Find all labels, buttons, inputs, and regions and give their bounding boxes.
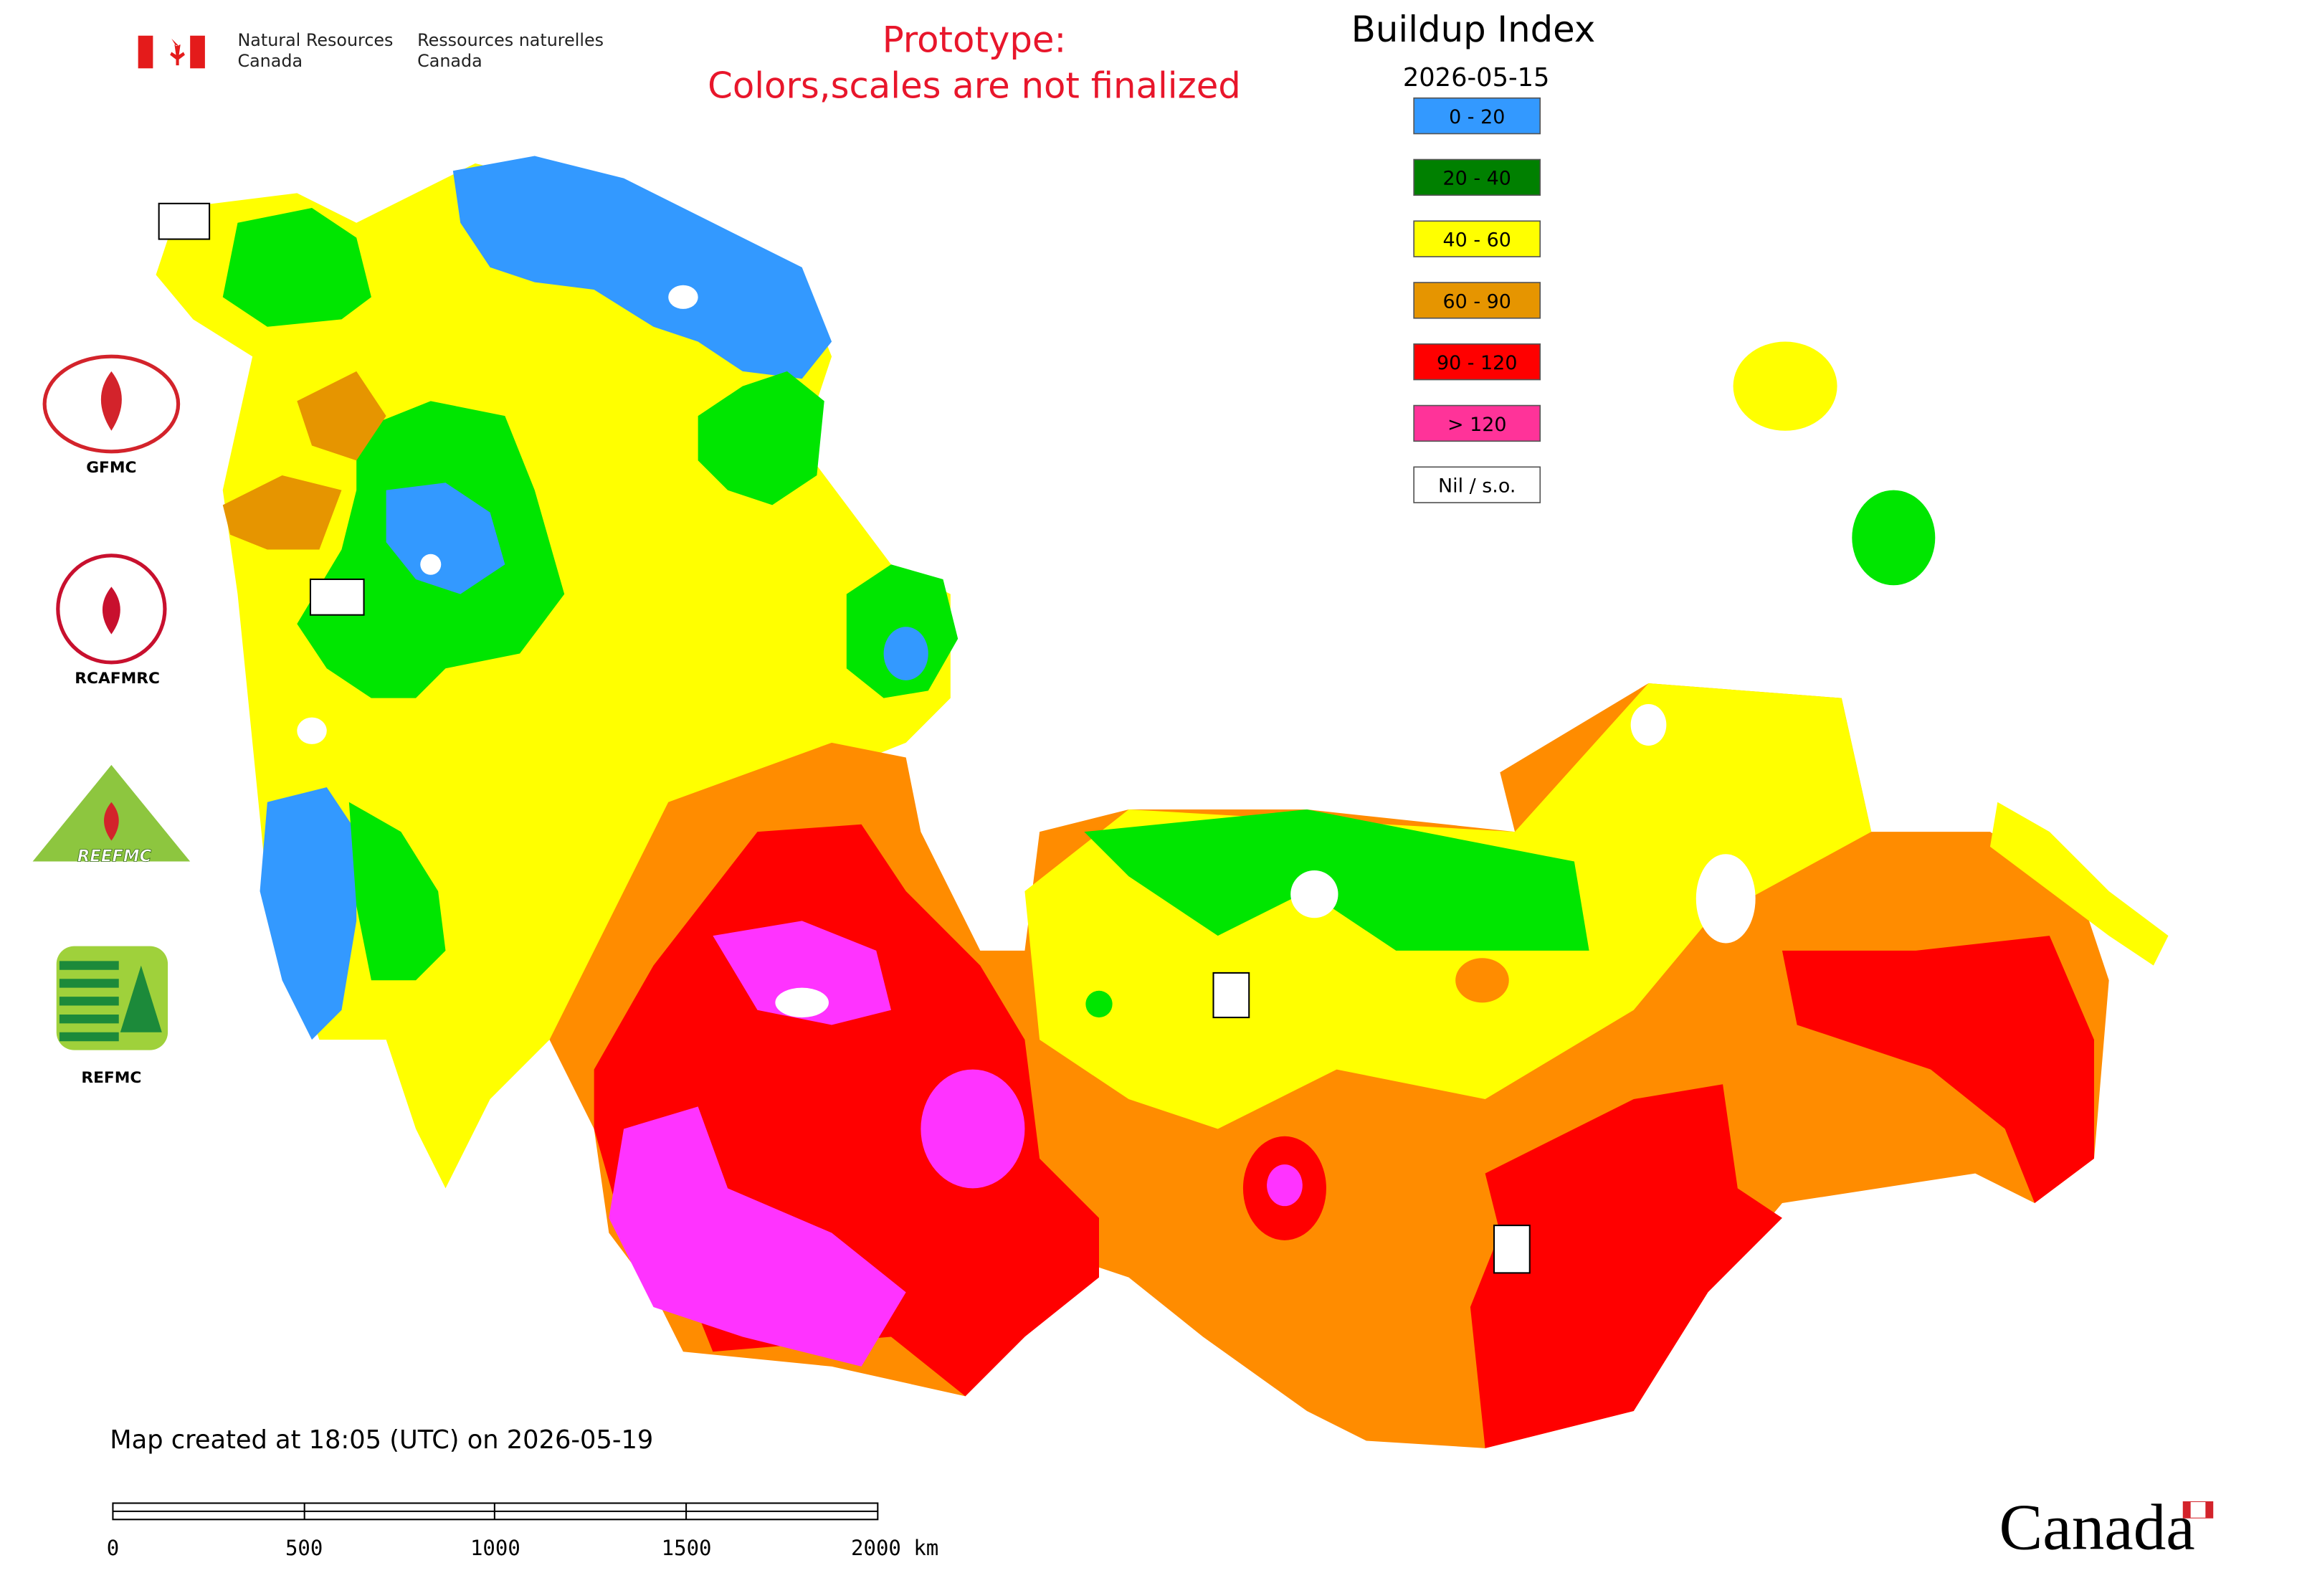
legend-title: Buildup Index bbox=[1351, 9, 1595, 50]
scale-label: 0 bbox=[107, 1536, 119, 1560]
logo-label: REEFMC bbox=[77, 847, 152, 866]
scale-label: 1000 bbox=[470, 1536, 520, 1560]
prototype-notice: Colors,scales are not finalized bbox=[708, 65, 1241, 107]
canada-wordmark: Canada bbox=[1999, 1491, 2194, 1564]
legend-label: 90 - 120 bbox=[1437, 352, 1517, 374]
legend-swatch bbox=[1413, 220, 1541, 257]
logo-label: RCAFMRC bbox=[75, 670, 160, 688]
legend-label: 20 - 40 bbox=[1443, 168, 1511, 190]
legend-label: > 120 bbox=[1447, 414, 1507, 436]
scale-label: 1500 bbox=[662, 1536, 712, 1560]
prototype-notice: Prototype: bbox=[883, 19, 1067, 61]
legend-label: Nil / s.o. bbox=[1438, 475, 1516, 498]
legend-swatch bbox=[1413, 158, 1541, 196]
legend: 0 - 20 20 - 40 40 - 60 60 - 90 90 - 120 > 120… bbox=[1413, 97, 1541, 503]
legend-label: 60 - 90 bbox=[1443, 290, 1511, 313]
legend-swatch bbox=[1413, 404, 1541, 442]
legend-swatch bbox=[1413, 343, 1541, 381]
logo-label: REFMC bbox=[81, 1069, 141, 1087]
creation-note: Map created at 18:05 (UTC) on 2026-05-19 bbox=[110, 1425, 653, 1455]
logo-label: GFMC bbox=[86, 459, 136, 477]
legend-date: 2026-05-15 bbox=[1403, 63, 1550, 92]
legend-swatch bbox=[1413, 466, 1541, 503]
government-signature: Natural Resources Canada Ressources natu… bbox=[138, 30, 604, 71]
fire-danger-map bbox=[156, 156, 2169, 1448]
scale-label: 2000 km bbox=[851, 1536, 938, 1560]
legend-label: 40 - 60 bbox=[1443, 229, 1511, 251]
legend-label: 0 - 20 bbox=[1449, 106, 1505, 128]
agency-name: Ressources naturelles bbox=[417, 30, 604, 50]
agency-name: Canada bbox=[237, 51, 303, 71]
scale-bar: 0 500 1000 1500 2000 km bbox=[107, 1502, 938, 1560]
legend-swatch bbox=[1413, 282, 1541, 319]
partner-logos: GFMC RCAFMRC REEFMC REFMC bbox=[32, 354, 191, 1087]
scale-label: 500 bbox=[285, 1536, 323, 1560]
agency-name: Canada bbox=[417, 51, 482, 71]
agency-name: Natural Resources bbox=[237, 30, 393, 50]
legend-swatch bbox=[1413, 97, 1541, 135]
